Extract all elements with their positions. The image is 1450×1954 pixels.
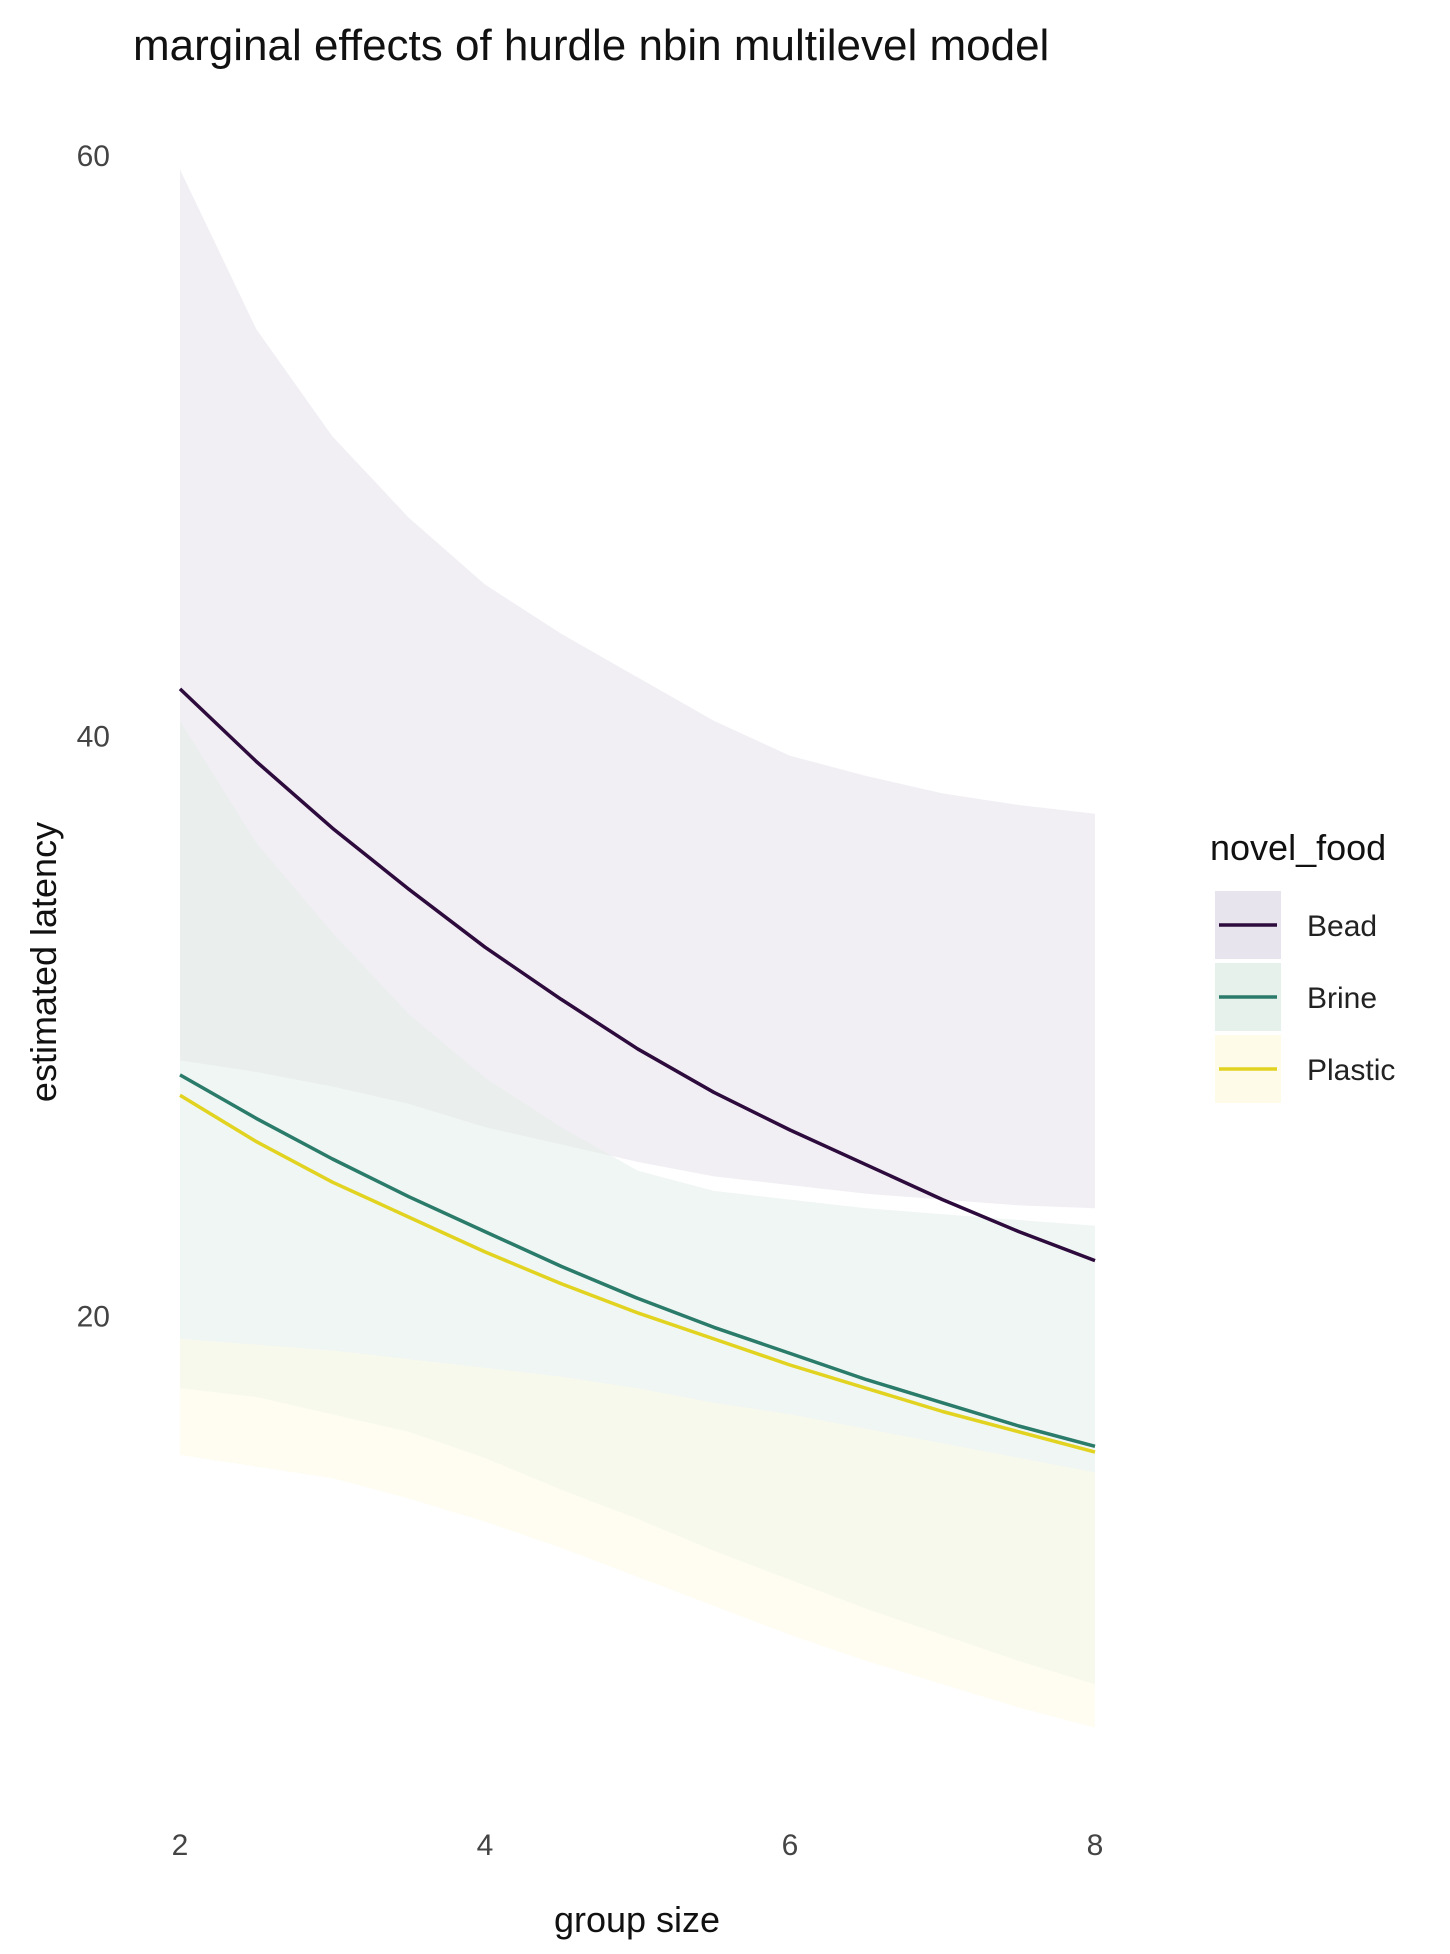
legend-items: Bead Brine Plastic [1215,891,1395,1103]
legend-label: Bead [1307,910,1377,943]
y-tick-label: 60 [77,140,110,173]
legend-title: novel_food [1210,827,1386,868]
x-axis-title: group size [554,1899,720,1940]
x-tick-label: 2 [172,1829,189,1862]
legend-item-plastic: Plastic [1215,1035,1395,1103]
x-tick-label: 4 [477,1829,494,1862]
y-tick-label: 40 [77,720,110,753]
y-axis-title: estimated latency [23,822,64,1102]
legend-label: Brine [1307,982,1377,1015]
x-axis-ticks: 2 4 6 8 [172,1829,1104,1862]
y-tick-label: 20 [77,1301,110,1334]
y-axis-ticks: 20 40 60 [77,140,110,1334]
line-plastic [179,1093,1096,1454]
band-bead [180,169,1095,1209]
band-plastic [180,1338,1095,1728]
line-brine [179,1073,1096,1448]
legend-label: Plastic [1307,1054,1395,1087]
chart-title: marginal effects of hurdle nbin multilev… [133,21,1049,70]
confidence-bands [180,169,1095,1728]
legend: novel_food Bead Brine Plastic [1210,827,1395,1103]
legend-item-bead: Bead [1215,891,1377,959]
legend-item-brine: Brine [1215,963,1377,1031]
line-bead [178,687,1096,1263]
x-tick-label: 8 [1087,1829,1104,1862]
series-lines [178,687,1096,1454]
x-tick-label: 6 [782,1829,799,1862]
